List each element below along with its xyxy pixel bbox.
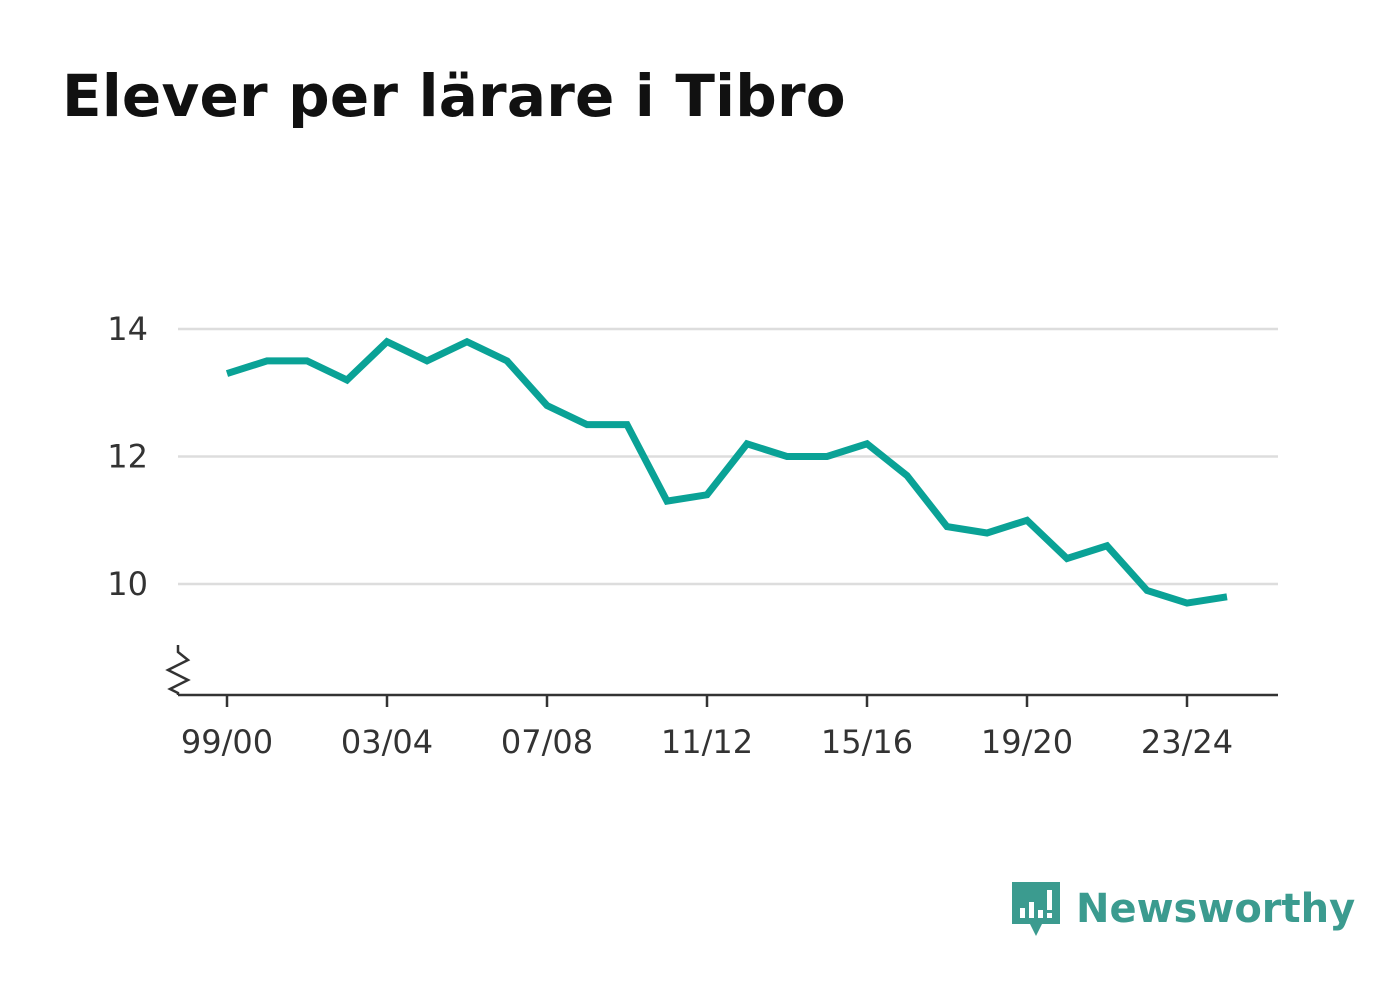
x-tick-label: 23/24 bbox=[1141, 723, 1233, 761]
x-tick-label: 07/08 bbox=[501, 723, 593, 761]
x-tick-label: 03/04 bbox=[341, 723, 433, 761]
series-line bbox=[225, 337, 1228, 607]
brand-name: Newsworthy bbox=[1076, 886, 1356, 932]
x-tick-label: 15/16 bbox=[821, 723, 913, 761]
y-tick-label: 12 bbox=[107, 438, 148, 476]
chart-title: Elever per lärare i Tibro bbox=[62, 62, 846, 130]
x-axis bbox=[165, 645, 1278, 697]
x-tick-label: 19/20 bbox=[981, 723, 1073, 761]
newsworthy-logo-icon bbox=[1012, 882, 1060, 936]
axis-break-icon bbox=[165, 645, 191, 695]
series bbox=[225, 337, 1228, 607]
y-tick-label: 10 bbox=[107, 565, 148, 603]
x-tick-label: 11/12 bbox=[661, 723, 753, 761]
y-axis-tick-labels: 10 12 14 bbox=[107, 310, 148, 603]
x-axis-ticks: 99/00 03/04 07/08 11/12 15/16 19/20 23/24 bbox=[181, 695, 1233, 761]
y-tick-label: 14 bbox=[107, 310, 148, 348]
x-tick-label: 99/00 bbox=[181, 723, 273, 761]
gridlines bbox=[178, 327, 1278, 586]
brand-logo: Newsworthy bbox=[1010, 878, 1355, 940]
